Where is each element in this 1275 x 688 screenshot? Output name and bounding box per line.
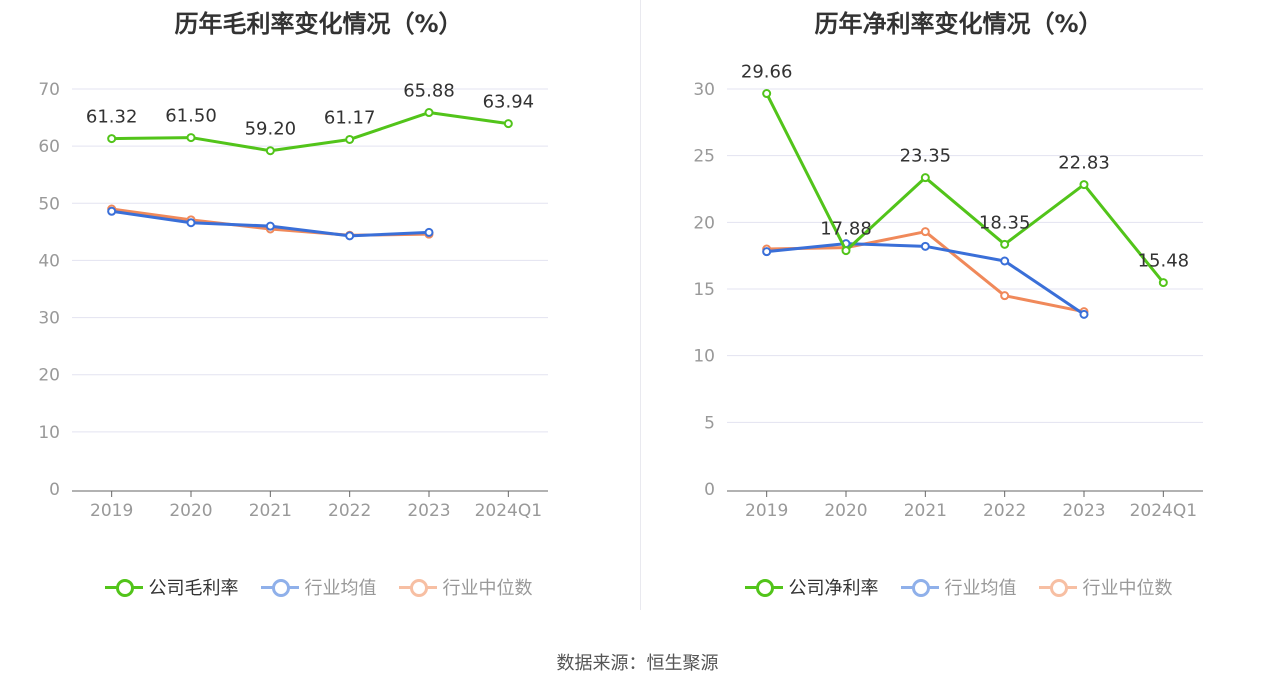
x-tick-label: 2022 bbox=[983, 501, 1026, 521]
gross-margin-chart: 0 10 20 30 40 50 60 70 2019 2020 2021 2022 2023 2024Q… bbox=[38, 80, 548, 521]
legend-label: 行业中位数 bbox=[1082, 578, 1173, 599]
x-tick-label: 2022 bbox=[328, 501, 371, 521]
net-margin-chart: 0 5 10 15 20 25 30 2019 2020 2021 2022 2023 2024Q1 29… bbox=[693, 62, 1203, 521]
legend-item-company-net-margin[interactable]: 公司净利率 bbox=[744, 574, 879, 600]
y-tick-label: 50 bbox=[38, 194, 60, 214]
legend-label: 行业均值 bbox=[304, 578, 377, 599]
data-label: 22.83 bbox=[1058, 153, 1110, 174]
net-margin-chart-title: 历年净利率变化情况（%） bbox=[814, 10, 1103, 38]
data-label: 17.88 bbox=[820, 219, 872, 240]
x-tick-label: 2021 bbox=[249, 501, 292, 521]
company-series-point[interactable] bbox=[424, 108, 434, 118]
net-margin-chart-panel: 历年净利率变化情况（%） 0 5 10 15 20 25 30 2019 2020 2021 202… bbox=[640, 0, 1275, 610]
circle-line-marker-icon bbox=[104, 577, 143, 597]
data-source-note: 数据来源：恒生聚源 bbox=[556, 653, 719, 674]
industry-average-series-point[interactable] bbox=[345, 231, 355, 241]
y-tick-label: 0 bbox=[704, 480, 715, 500]
industry-average-series-point[interactable] bbox=[762, 247, 772, 257]
y-tick-label: 20 bbox=[693, 213, 715, 233]
company-series-point[interactable] bbox=[762, 89, 772, 99]
x-tick-label: 2020 bbox=[824, 501, 867, 521]
data-label: 65.88 bbox=[403, 81, 455, 102]
data-label: 59.20 bbox=[245, 119, 297, 140]
gross-margin-chart-panel: 历年毛利率变化情况（%） 0 10 20 30 40 50 60 70 2019 2020 2021… bbox=[0, 0, 637, 610]
legend-item-industry-average[interactable]: 行业均值 bbox=[260, 574, 377, 600]
net-margin-legend: 公司净利率 行业均值 行业中位数 bbox=[640, 574, 1275, 600]
legend-item-industry-median[interactable]: 行业中位数 bbox=[398, 574, 533, 600]
y-tick-label: 10 bbox=[38, 423, 60, 443]
data-label: 61.17 bbox=[324, 107, 376, 128]
y-tick-label: 70 bbox=[38, 80, 60, 100]
x-tick-label: 2023 bbox=[407, 501, 450, 521]
legend-label: 行业中位数 bbox=[442, 578, 533, 599]
y-tick-label: 0 bbox=[49, 480, 60, 500]
gross-margin-legend: 公司毛利率 行业均值 行业中位数 bbox=[0, 574, 637, 600]
industry-average-series-point[interactable] bbox=[1079, 309, 1089, 319]
legend-label: 公司净利率 bbox=[788, 578, 879, 599]
data-label: 18.35 bbox=[979, 212, 1031, 233]
legend-label: 行业均值 bbox=[944, 578, 1017, 599]
company-series-point[interactable] bbox=[186, 133, 196, 143]
company-series-point[interactable] bbox=[1079, 180, 1089, 190]
circle-line-marker-icon bbox=[744, 577, 783, 597]
data-label: 15.48 bbox=[1138, 251, 1190, 272]
industry-median-series-point[interactable] bbox=[920, 227, 930, 237]
circle-line-marker-icon bbox=[260, 577, 299, 597]
y-tick-label: 25 bbox=[693, 147, 715, 167]
data-label: 61.50 bbox=[165, 106, 217, 127]
industry-average-series-point[interactable] bbox=[107, 206, 117, 216]
y-tick-label: 5 bbox=[704, 413, 715, 433]
company-series-point[interactable] bbox=[841, 246, 851, 256]
x-tick-label: 2021 bbox=[904, 501, 947, 521]
industry-median-series-point[interactable] bbox=[1000, 291, 1010, 301]
gross-margin-chart-title: 历年毛利率变化情况（%） bbox=[174, 10, 463, 38]
data-label: 61.32 bbox=[86, 107, 138, 128]
circle-line-marker-icon bbox=[398, 577, 437, 597]
legend-item-industry-average[interactable]: 行业均值 bbox=[900, 574, 1017, 600]
industry-average-series-point[interactable] bbox=[1000, 256, 1010, 266]
y-tick-label: 30 bbox=[38, 309, 60, 329]
company-series-point[interactable] bbox=[107, 134, 117, 144]
legend-item-industry-median[interactable]: 行业中位数 bbox=[1038, 574, 1173, 600]
legend-label: 公司毛利率 bbox=[148, 578, 239, 599]
circle-line-marker-icon bbox=[900, 577, 939, 597]
x-tick-label: 2024Q1 bbox=[475, 501, 542, 521]
company-series-point[interactable] bbox=[345, 134, 355, 144]
company-series-line bbox=[111, 111, 509, 153]
y-tick-label: 60 bbox=[38, 137, 60, 157]
y-tick-label: 40 bbox=[38, 251, 60, 271]
data-label: 23.35 bbox=[900, 146, 952, 167]
y-tick-label: 10 bbox=[693, 347, 715, 367]
x-tick-label: 2023 bbox=[1062, 501, 1105, 521]
company-series-point[interactable] bbox=[1158, 278, 1168, 288]
company-series-point[interactable] bbox=[920, 173, 930, 183]
industry-average-series-point[interactable] bbox=[424, 227, 434, 237]
company-series-line bbox=[765, 92, 1165, 284]
y-tick-label: 15 bbox=[693, 280, 715, 300]
x-tick-label: 2019 bbox=[745, 501, 788, 521]
industry-average-series-point[interactable] bbox=[920, 241, 930, 251]
y-tick-label: 30 bbox=[693, 80, 715, 100]
x-tick-label: 2019 bbox=[90, 501, 133, 521]
data-label: 29.66 bbox=[741, 62, 793, 83]
company-series-point[interactable] bbox=[265, 146, 275, 156]
industry-average-series-line bbox=[766, 242, 1085, 316]
circle-line-marker-icon bbox=[1038, 577, 1077, 597]
y-tick-label: 20 bbox=[38, 366, 60, 386]
x-tick-label: 2020 bbox=[169, 501, 212, 521]
company-series-point[interactable] bbox=[1000, 239, 1010, 249]
industry-average-series-point[interactable] bbox=[186, 218, 196, 228]
x-tick-label: 2024Q1 bbox=[1130, 501, 1197, 521]
legend-item-company-gross-margin[interactable]: 公司毛利率 bbox=[104, 574, 239, 600]
company-series-point[interactable] bbox=[503, 119, 513, 129]
panel-divider bbox=[640, 0, 641, 610]
industry-average-series-point[interactable] bbox=[265, 221, 275, 231]
data-label: 63.94 bbox=[483, 92, 535, 113]
